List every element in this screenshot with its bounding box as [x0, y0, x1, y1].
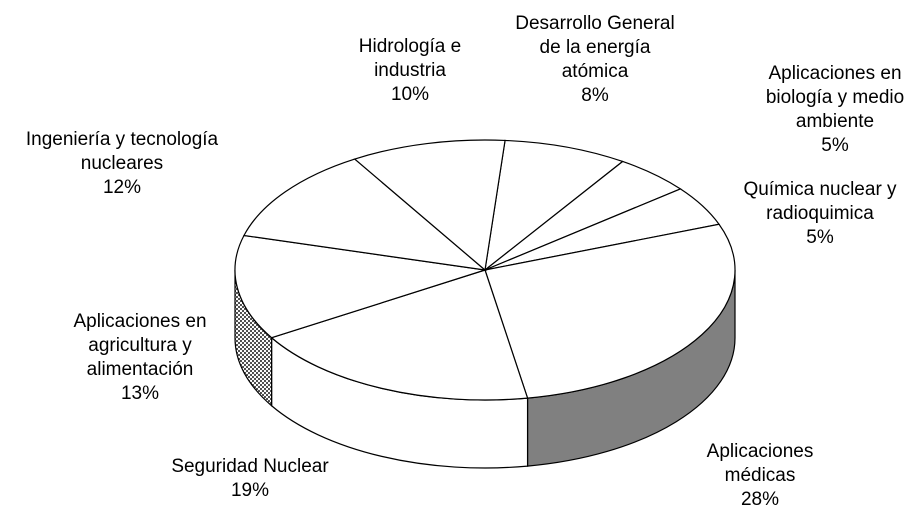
slice-label: Química nuclear y radioquimica 5% [734, 178, 906, 250]
value-label: 12% [102, 177, 142, 198]
value-label: 10% [390, 84, 430, 105]
slice-label: Seguridad Nuclear 19% [140, 455, 360, 503]
slice-label: Desarrollo General de la energía atómica… [506, 12, 684, 108]
category-name: Ingeniería y tecnología nucleares [25, 129, 219, 174]
value-label: 19% [230, 480, 270, 501]
value-label: 5% [821, 135, 849, 156]
value-label: 5% [806, 227, 834, 248]
value-label: 8% [581, 85, 609, 106]
value-label: 28% [740, 489, 780, 510]
slice-top [270, 269, 529, 401]
category-name: Aplicaciones en agricultura y alimentaci… [73, 311, 207, 380]
category-name: Hidrología e industria [358, 36, 462, 81]
slice-top [484, 223, 736, 399]
category-name: Química nuclear y radioquimica [743, 179, 897, 224]
slice-top [353, 139, 506, 272]
slice-label: Hidrología e industria 10% [345, 35, 475, 107]
slice-top [484, 139, 624, 272]
slice-top [234, 234, 486, 339]
category-name: Seguridad Nuclear [171, 456, 329, 477]
category-name: Aplicaciones médicas [706, 441, 814, 486]
value-label: 13% [120, 383, 160, 404]
slice-label: Aplicaciones en biología y medio ambient… [753, 62, 917, 158]
slice-label: Aplicaciones médicas 28% [695, 440, 825, 512]
category-name: Aplicaciones en biología y medio ambient… [765, 63, 905, 132]
slice-label: Aplicaciones en agricultura y alimentaci… [60, 310, 220, 406]
slice-label: Ingeniería y tecnología nucleares 12% [25, 128, 219, 200]
category-name: Desarrollo General de la energía atómica [515, 13, 675, 82]
slice-top [243, 158, 487, 271]
